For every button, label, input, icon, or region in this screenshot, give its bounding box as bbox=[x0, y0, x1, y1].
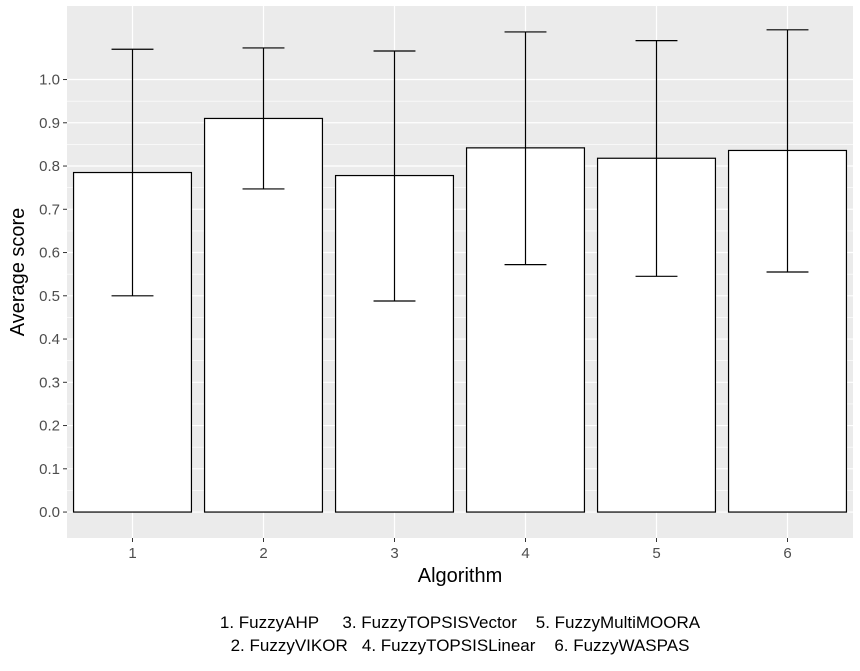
x-axis-ticks: 1 2 3 4 5 6 bbox=[128, 538, 792, 562]
errorbar-1 bbox=[111, 48, 154, 297]
x-tick-label: 6 bbox=[783, 545, 791, 562]
x-tick-label: 2 bbox=[259, 545, 267, 562]
y-tick-label: 0.1 bbox=[39, 461, 60, 478]
y-axis-ticks: 0.0 0.1 0.2 0.3 0.4 0.5 0.6 0.7 0.8 0.9 1.0 bbox=[39, 72, 67, 521]
errorbar-3 bbox=[373, 50, 416, 302]
y-tick-label: 0.5 bbox=[39, 288, 60, 305]
y-tick-label: 0.6 bbox=[39, 245, 60, 262]
x-tick-label: 3 bbox=[390, 545, 398, 562]
y-axis-title: Average score bbox=[7, 208, 29, 337]
errorbar-5 bbox=[635, 40, 678, 277]
x-tick-label: 5 bbox=[652, 545, 660, 562]
errorbar-2 bbox=[242, 47, 285, 190]
x-axis-title: Algorithm bbox=[418, 565, 502, 587]
caption-line-2: 2. FuzzyVIKOR 4. FuzzyTOPSISLinear 6. Fu… bbox=[231, 636, 690, 655]
y-tick-label: 0.7 bbox=[39, 201, 60, 218]
y-tick-label: 0.3 bbox=[39, 374, 60, 391]
y-tick-label: 0.0 bbox=[39, 504, 60, 521]
y-tick-label: 0.9 bbox=[39, 115, 60, 132]
x-tick-label: 1 bbox=[128, 545, 136, 562]
y-tick-label: 0.2 bbox=[39, 418, 60, 435]
error-bars bbox=[111, 29, 809, 302]
y-tick-label: 0.8 bbox=[39, 158, 60, 175]
bars bbox=[72, 117, 848, 513]
x-tick-label: 4 bbox=[521, 545, 529, 562]
caption-line-1: 1. FuzzyAHP 3. FuzzyTOPSISVector 5. Fuzz… bbox=[220, 613, 701, 632]
errorbar-6 bbox=[766, 29, 809, 273]
y-tick-label: 0.4 bbox=[39, 331, 60, 348]
errorbar-4 bbox=[504, 31, 547, 266]
minor-gridlines bbox=[67, 100, 853, 491]
plot-panel bbox=[67, 6, 853, 538]
y-tick-label: 1.0 bbox=[39, 72, 60, 89]
